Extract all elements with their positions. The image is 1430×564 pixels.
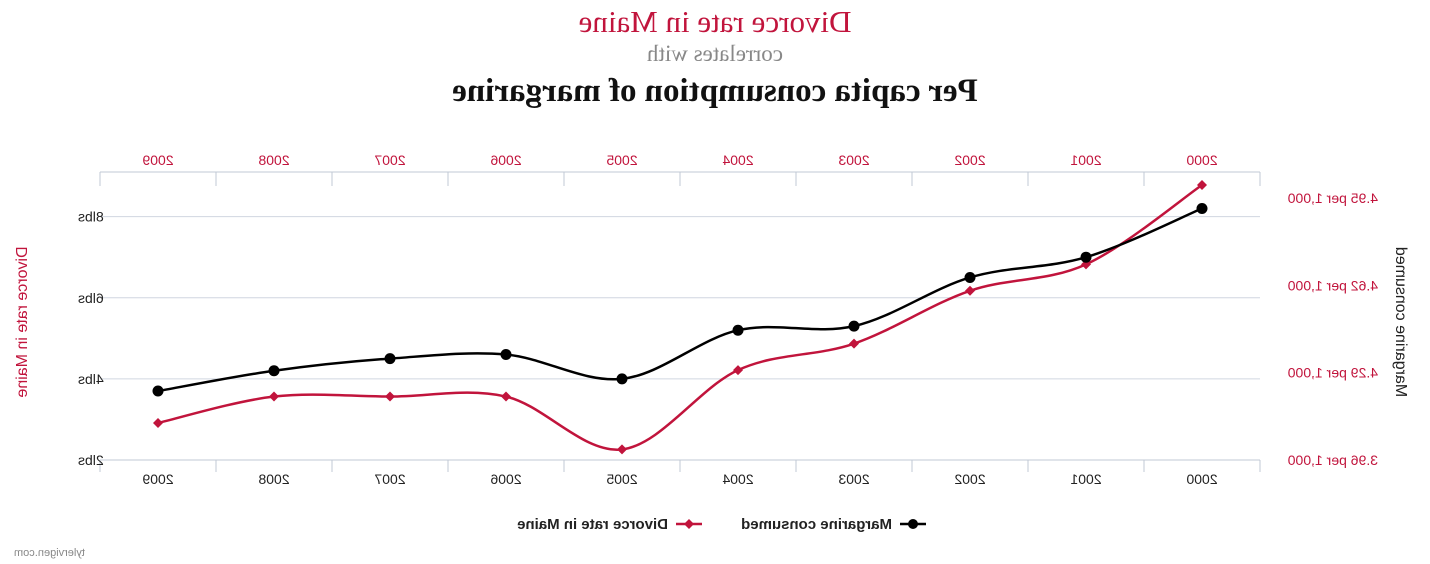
series bbox=[152, 180, 1208, 455]
x-tick-label-top: 2003 bbox=[838, 152, 869, 168]
left-axis-tick-label: 4lbs bbox=[78, 371, 104, 387]
margarine-point bbox=[500, 349, 512, 361]
left-axis-tick-label: 2lbs bbox=[78, 452, 104, 468]
x-tick-label-bottom: 2007 bbox=[374, 471, 405, 487]
right-axis-tick-label: 3.96 per 1,000 bbox=[1287, 452, 1378, 468]
x-tick-label-top: 2009 bbox=[142, 152, 173, 168]
x-tick-label-top: 2004 bbox=[722, 152, 753, 168]
x-tick-label-bottom: 2003 bbox=[838, 471, 869, 487]
legend-margarine-swatch-marker bbox=[908, 519, 918, 529]
margarine-series-line bbox=[157, 207, 1203, 393]
margarine-point bbox=[616, 373, 628, 385]
margarine-point bbox=[1080, 251, 1092, 263]
x-tick-label-top: 2001 bbox=[1070, 152, 1101, 168]
margarine-point bbox=[152, 385, 164, 397]
legend-margarine-label: Margarine consumed bbox=[741, 516, 892, 533]
x-tick-label-bottom: 2000 bbox=[1186, 471, 1217, 487]
left-axis-label: Margarine consumed bbox=[1392, 247, 1409, 397]
chart-title: Divorce rate in Maine bbox=[579, 4, 852, 39]
divorce-point bbox=[501, 391, 511, 402]
legend: Margarine consumed Divorce rate in Maine bbox=[517, 516, 926, 533]
divorce-series-line bbox=[157, 183, 1203, 451]
left-axis-tick-label: 8lbs bbox=[78, 209, 104, 225]
right-axis-tick-label: 4.62 per 1,000 bbox=[1287, 277, 1378, 293]
credit-text: tylervigen.com bbox=[14, 547, 85, 559]
x-tick-label-top: 2000 bbox=[1186, 152, 1217, 168]
divorce-point bbox=[965, 285, 975, 296]
x-tick-label-bottom: 2002 bbox=[954, 471, 985, 487]
divorce-point bbox=[1197, 180, 1207, 190]
x-tick-label-top: 2002 bbox=[954, 152, 985, 168]
x-tick-label-bottom: 2009 bbox=[142, 471, 173, 487]
divorce-point bbox=[385, 391, 395, 402]
margarine-point bbox=[1196, 203, 1208, 215]
x-tick-label-bottom: 2004 bbox=[722, 471, 753, 487]
right-axis-tick-label: 4.29 per 1,000 bbox=[1287, 365, 1378, 381]
axes: 2000 2000 2001 2001 2002 2002 2003 2003 2004 2004… bbox=[78, 152, 1378, 487]
divorce-point bbox=[849, 338, 859, 349]
divorce-point bbox=[153, 417, 163, 428]
x-tick-label-bottom: 2005 bbox=[606, 471, 637, 487]
margarine-point bbox=[268, 365, 280, 377]
x-tick-label-bottom: 2006 bbox=[490, 471, 521, 487]
divorce-point bbox=[733, 365, 743, 376]
legend-divorce-label: Divorce rate in Maine bbox=[517, 516, 668, 533]
x-tick-label-top: 2006 bbox=[490, 152, 521, 168]
right-axis-label: Divorce rate in Maine bbox=[14, 246, 31, 397]
x-tick-label-top: 2005 bbox=[606, 152, 637, 168]
legend-divorce-swatch-marker bbox=[684, 519, 694, 529]
x-tick-label-top: 2008 bbox=[258, 152, 289, 168]
divorce-point bbox=[269, 391, 279, 402]
left-axis-tick-label: 6lbs bbox=[78, 290, 104, 306]
chart-title-secondary: Per capita consumption of margarine bbox=[452, 73, 978, 109]
margarine-point bbox=[964, 271, 976, 283]
divorce-point bbox=[617, 444, 627, 455]
x-tick-label-top: 2007 bbox=[374, 152, 405, 168]
x-tick-label-bottom: 2001 bbox=[1070, 471, 1101, 487]
right-axis-tick-label: 4.95 per 1,000 bbox=[1287, 190, 1378, 206]
x-tick-label-bottom: 2008 bbox=[258, 471, 289, 487]
margarine-point bbox=[384, 353, 396, 365]
margarine-point bbox=[848, 320, 860, 332]
chart-subtitle: correlates with bbox=[646, 41, 783, 66]
margarine-point bbox=[732, 324, 744, 336]
